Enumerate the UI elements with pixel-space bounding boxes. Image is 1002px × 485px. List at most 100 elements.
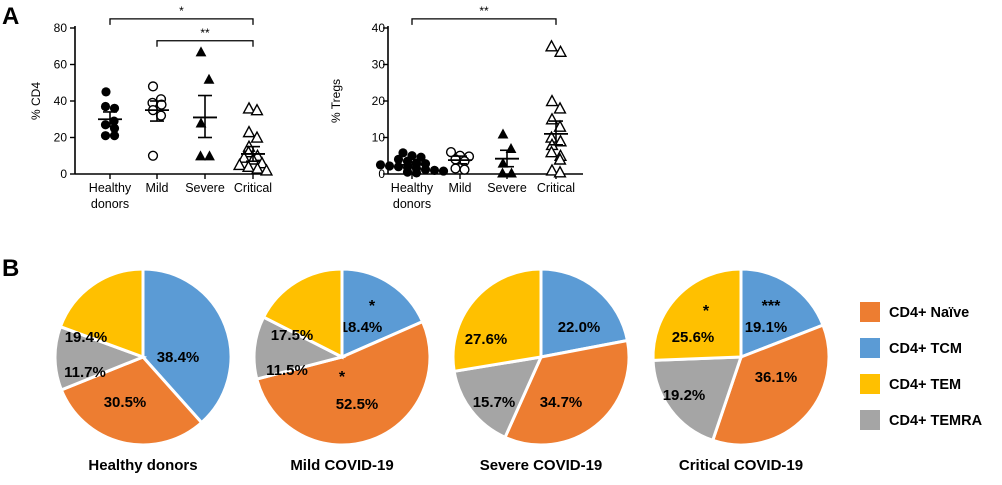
- data-point: [459, 164, 470, 175]
- data-point: [553, 101, 567, 114]
- pie-slice: [59, 355, 204, 447]
- legend-label: CD4+ Naïve: [889, 305, 969, 321]
- pie-title: Healthy donors: [88, 457, 197, 474]
- data-point: [250, 161, 265, 174]
- data-point: [195, 117, 207, 128]
- data-point: [147, 81, 159, 92]
- data-point: [398, 148, 408, 158]
- significance-star: *: [339, 369, 346, 386]
- significance-star: ***: [762, 298, 781, 315]
- y-axis-title: % Tregs: [329, 79, 343, 123]
- significance-label: **: [479, 4, 489, 18]
- legend: CD4+ Naïve CD4+ TCM CD4+ TEM CD4+ TEMRA: [860, 302, 983, 430]
- significance-label: **: [200, 26, 210, 40]
- data-point: [242, 101, 256, 114]
- data-point: [242, 125, 256, 138]
- data-point: [393, 154, 404, 164]
- legend-label: CD4+ TEM: [889, 377, 961, 393]
- data-point: [553, 119, 567, 132]
- pie-slice-label: 38.4%: [157, 349, 200, 366]
- x-category-label: donors: [91, 197, 129, 211]
- significance-star: *: [703, 303, 710, 320]
- data-point: [411, 168, 422, 178]
- data-point: [250, 103, 264, 116]
- significance-bracket: [109, 18, 254, 25]
- x-category-label: Mild: [449, 181, 472, 195]
- y-tick-label: 30: [372, 58, 386, 72]
- pie-slice: [503, 338, 631, 447]
- data-point: [497, 157, 509, 168]
- data-point: [109, 131, 120, 141]
- data-point: [420, 165, 431, 175]
- pie-title: Severe COVID-19: [480, 457, 603, 474]
- data-point: [241, 159, 256, 172]
- pie-slice-label: 17.5%: [271, 327, 314, 344]
- data-point: [100, 120, 111, 130]
- x-category-label: Critical: [537, 181, 575, 195]
- y-tick-label: 60: [54, 58, 68, 72]
- pie-slice: [651, 355, 744, 443]
- pie-chart-1: 38.4% 30.5% 11.7% 19.4% Healthy donors: [53, 267, 233, 474]
- significance-label: *: [179, 4, 184, 18]
- data-point: [237, 150, 251, 163]
- panel-b-letter: B: [2, 255, 19, 282]
- x-category-label: Severe: [487, 181, 527, 195]
- panel-a-letter: A: [2, 3, 19, 30]
- y-tick-label: 40: [54, 94, 68, 108]
- pie-chart-3: 22.0% 34.7% 15.7% 27.6% Severe COVID-19: [451, 267, 631, 474]
- data-point: [544, 145, 559, 158]
- data-point: [101, 87, 111, 97]
- x-category-label: donors: [393, 197, 431, 211]
- x-category-label: Critical: [234, 181, 272, 195]
- pie-slice-label: 15.7%: [473, 394, 516, 411]
- y-tick-label: 40: [372, 21, 386, 35]
- data-point: [195, 46, 207, 57]
- scatter-plot-1: 0 20 40 60 80 % CD4 Healthy donors Mild Severe Cri…: [29, 4, 274, 211]
- data-point: [438, 166, 449, 176]
- significance-bracket: [411, 18, 557, 25]
- pie-slice-label: 22.0%: [558, 319, 601, 336]
- pie-slice: [254, 319, 432, 447]
- data-point: [402, 167, 413, 177]
- y-tick-label: 20: [372, 94, 386, 108]
- legend-label: CD4+ TEMRA: [889, 413, 983, 429]
- significance-bracket: [156, 40, 254, 47]
- pie-slice: [141, 267, 233, 425]
- y-tick-label: 80: [54, 21, 68, 35]
- pie-title: Critical COVID-19: [679, 457, 803, 474]
- data-point: [259, 163, 274, 176]
- data-point: [384, 161, 395, 171]
- pie-chart-4: 19.1% *** 36.1% 19.2% 25.6% * Critical COVID-1…: [651, 267, 831, 474]
- data-point: [204, 150, 215, 161]
- data-point: [429, 165, 440, 175]
- data-point: [147, 150, 159, 161]
- data-point: [250, 130, 264, 143]
- pie-slice-label: 19.4%: [65, 329, 108, 346]
- data-point: [545, 94, 559, 107]
- pie-slice: [261, 267, 344, 360]
- pie-slice: [58, 267, 145, 360]
- data-point: [553, 165, 567, 178]
- y-tick-label: 0: [60, 167, 67, 181]
- pie-slice-label: 11.5%: [266, 362, 308, 379]
- y-tick-label: 20: [54, 131, 68, 145]
- pie-slice: [739, 267, 825, 360]
- x-category-label: Healthy: [89, 181, 132, 195]
- scatter-plot-2: 0 10 20 30 40 % Tregs Healthy donors Mild Severe C…: [329, 4, 583, 211]
- pie-slice: [340, 267, 425, 360]
- data-point: [375, 160, 386, 170]
- pie-slice: [451, 267, 543, 374]
- pie-slice-label: 30.5%: [104, 394, 147, 411]
- pie-slice-label: 19.2%: [663, 387, 706, 404]
- pie-slice-label: 18.4%: [340, 319, 383, 336]
- y-tick-label: 0: [378, 167, 385, 181]
- data-point: [553, 152, 567, 165]
- pie-slice: [452, 355, 544, 440]
- legend-swatch: [860, 302, 880, 322]
- data-point: [545, 163, 559, 176]
- legend-label: CD4+ TCM: [889, 341, 962, 357]
- data-point: [450, 163, 461, 174]
- data-point: [506, 167, 517, 178]
- legend-swatch: [860, 338, 880, 358]
